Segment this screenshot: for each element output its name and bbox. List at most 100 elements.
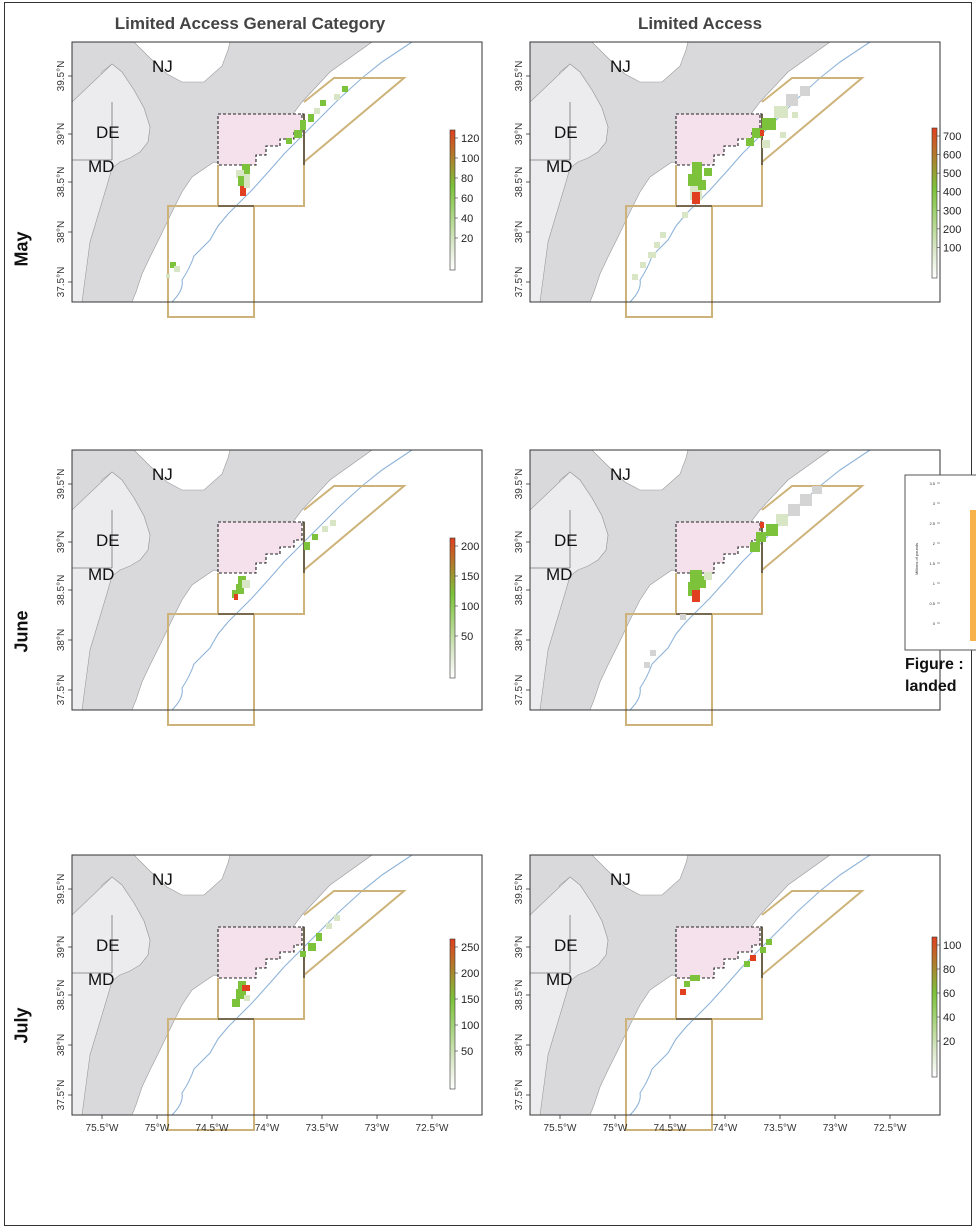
heatmap-cell (170, 262, 176, 268)
state-label-md: MD (546, 157, 572, 176)
heatmap-cell (760, 130, 764, 136)
lon-label: 72.5°W (416, 1123, 449, 1134)
state-label-md: MD (88, 565, 114, 584)
heatmap-cell (704, 572, 712, 580)
map-border (71, 854, 483, 1116)
colorbar-label: 100 (943, 940, 961, 952)
closed-area-line (760, 926, 763, 978)
heatmap-cell (174, 266, 180, 272)
heatmap-cell (236, 170, 244, 178)
heatmap-cell (334, 94, 340, 100)
heatmap-cell (744, 961, 750, 967)
lon-label: 73.5°W (764, 1123, 797, 1134)
state-label-md: MD (546, 565, 572, 584)
state-label-de: DE (96, 936, 120, 955)
inset-y-tick: 1 (933, 581, 936, 586)
map-border (529, 854, 941, 1116)
heatmap-cell (690, 975, 700, 981)
colorbar-label: 200 (461, 968, 479, 980)
map-panel-may-la: NJ DE MD 39.5°N 39°N 38.5°N 38°N 37.5°N 700 600 50… (514, 41, 961, 318)
figure-caption-line1: Figure : (905, 656, 964, 673)
lon-label: 73°W (365, 1123, 390, 1134)
colorbar-bar (931, 936, 938, 1078)
colorbar-label: 20 (943, 1036, 955, 1048)
lon-label: 72.5°W (874, 1123, 907, 1134)
heatmap-cell (242, 580, 250, 588)
lat-label: 37.5°N (56, 1080, 67, 1111)
heatmap-cell (660, 232, 666, 238)
lat-label: 39°N (514, 531, 525, 553)
map-area: NJ DE MD (71, 449, 482, 726)
lat-label: 39.5°N (514, 874, 525, 905)
map-panel-june-gc: NJ DE MD 39.5°N 39°N 38.5°N 38°N 37.5°N 200 150 10… (56, 449, 483, 726)
heatmap-cell (812, 486, 822, 494)
heatmap-cell (704, 168, 712, 176)
lat-label: 37.5°N (514, 267, 525, 298)
heatmap (644, 486, 822, 668)
figure-caption-line2: landed (905, 678, 957, 695)
heatmap-cell (644, 662, 650, 668)
inset-y-tick: 2.5 (929, 521, 935, 526)
heatmap-cell (242, 985, 250, 991)
state-label-nj: NJ (152, 870, 173, 889)
closed-area-line (302, 113, 305, 165)
colorbar-label: 400 (943, 187, 961, 199)
closed-area-line (302, 926, 305, 978)
colorbar-bar (931, 127, 938, 279)
heatmap (632, 86, 810, 280)
colorbar: 120 100 80 60 40 20 (449, 129, 479, 271)
colorbar-label: 40 (461, 213, 473, 225)
heatmap-cell (632, 274, 638, 280)
colorbar-label: 250 (461, 942, 479, 954)
heatmap-cell (680, 614, 686, 620)
heatmap-cell (752, 128, 762, 138)
colorbar-label: 100 (461, 153, 479, 165)
heatmap-cell (750, 955, 756, 961)
state-label-nj: NJ (152, 57, 173, 76)
heatmap-cell (684, 981, 690, 987)
state-label-de: DE (554, 936, 578, 955)
colorbar-label: 200 (943, 224, 961, 236)
heatmap-cell (322, 526, 328, 532)
isobath-line (171, 854, 413, 1116)
row-title-july: July (11, 1007, 32, 1044)
colorbar-label: 100 (943, 242, 961, 254)
lat-label: 38°N (56, 221, 67, 243)
colorbar-label: 60 (461, 193, 473, 205)
inset-y-tick: 0.5 (929, 601, 935, 606)
map-area: NJ DE MD (529, 41, 940, 318)
lon-label: 74°W (255, 1123, 280, 1134)
row-title-june: June (11, 610, 32, 653)
heatmap (166, 86, 348, 278)
colorbar-label: 50 (461, 631, 473, 643)
lat-label: 37.5°N (56, 675, 67, 706)
lat-label: 39°N (56, 123, 67, 145)
lat-label: 39.5°N (514, 61, 525, 92)
heatmap-cell (776, 514, 788, 526)
lon-label: 74°W (713, 1123, 738, 1134)
colorbar-label: 80 (461, 173, 473, 185)
heatmap-cell (692, 590, 700, 602)
colorbar-label: 40 (943, 1012, 955, 1024)
heatmap-cell (308, 114, 314, 122)
heatmap-cell (234, 594, 238, 600)
heatmap-cell (788, 504, 800, 516)
inset-chart-frame (904, 474, 976, 651)
heatmap (232, 915, 340, 1007)
lat-label: 39.5°N (56, 61, 67, 92)
heatmap-cell (334, 915, 340, 921)
state-label-nj: NJ (152, 465, 173, 484)
lon-label: 75.5°W (544, 1123, 577, 1134)
lat-label: 38°N (514, 629, 525, 651)
map-area: NJ DE MD (529, 449, 940, 726)
heatmap-cell (648, 252, 656, 258)
colorbar: 700 600 500 400 300 200 100 (931, 127, 961, 279)
state-label-nj: NJ (610, 57, 631, 76)
colorbar: 250 200 150 100 50 (449, 938, 479, 1090)
column-title-general-category: Limited Access General Category (114, 14, 386, 33)
heatmap-cell (320, 100, 326, 106)
heatmap-cell (300, 120, 306, 130)
inset-y-tick: 3.5 (929, 481, 935, 486)
colorbar-bar (449, 129, 456, 271)
heatmap-cell (342, 86, 348, 92)
